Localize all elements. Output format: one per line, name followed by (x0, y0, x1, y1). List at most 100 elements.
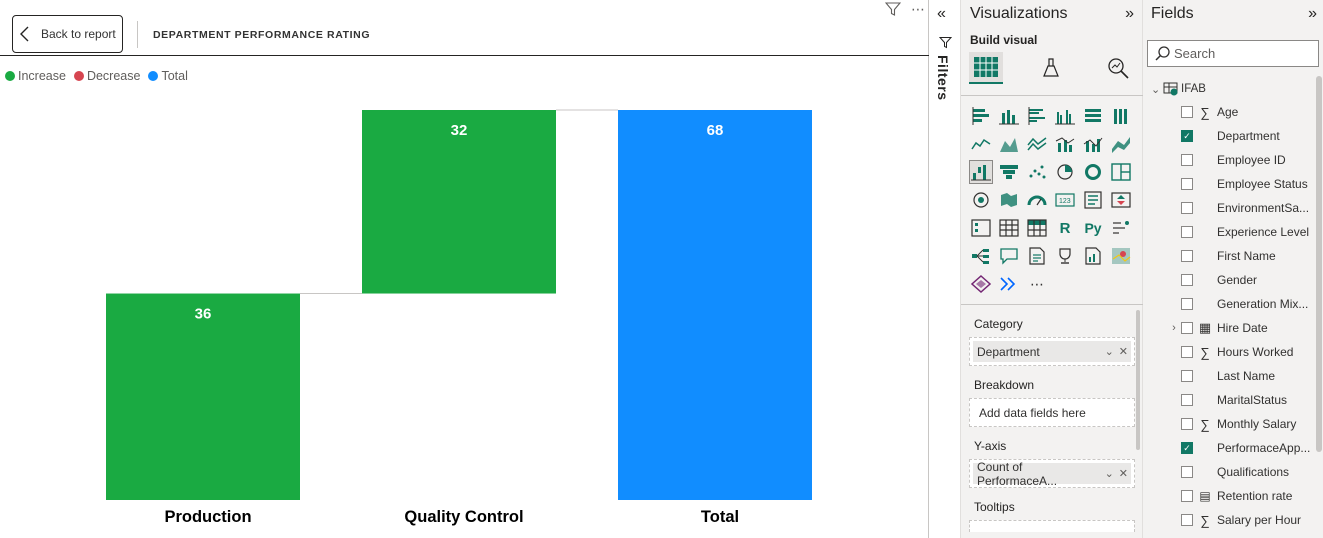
field-item[interactable]: ▤ Retention rate (1143, 484, 1313, 508)
donut-chart-icon[interactable] (1081, 160, 1105, 184)
card-icon[interactable]: 123 (1053, 188, 1077, 212)
format-visual-tab[interactable] (1035, 52, 1069, 84)
kpi-icon[interactable] (1109, 188, 1133, 212)
fields-search-input[interactable]: Search (1147, 40, 1319, 67)
category-well[interactable]: Department ⌄ ✕ (969, 337, 1135, 366)
100-stacked-column-chart-icon[interactable] (1109, 104, 1133, 128)
power-apps-icon[interactable] (969, 272, 993, 296)
scatter-chart-icon[interactable] (1025, 160, 1049, 184)
clustered-column-chart-icon[interactable] (1053, 104, 1077, 128)
field-item[interactable]: ✓ Department (1143, 124, 1313, 148)
field-checkbox[interactable] (1181, 514, 1193, 526)
field-item[interactable]: ∑ Salary per Hour (1143, 508, 1313, 532)
stacked-column-chart-icon[interactable] (997, 104, 1021, 128)
slicer-icon[interactable] (969, 216, 993, 240)
chevron-down-icon[interactable]: ⌄ (1104, 346, 1114, 358)
field-checkbox[interactable] (1181, 226, 1193, 238)
field-checkbox[interactable] (1181, 466, 1193, 478)
table-ifab[interactable]: ⌄ IFAB (1143, 78, 1313, 100)
breakdown-well[interactable]: Add data fields here (969, 398, 1135, 427)
tooltips-well[interactable] (969, 520, 1135, 532)
chevron-down-icon[interactable]: ⌄ (1151, 83, 1161, 96)
legend-item-total[interactable]: Total (148, 69, 188, 83)
field-checkbox[interactable]: ✓ (1181, 130, 1193, 142)
decomposition-tree-icon[interactable] (969, 244, 993, 268)
chevron-down-icon[interactable]: ⌄ (1104, 468, 1114, 480)
field-checkbox[interactable] (1181, 154, 1193, 166)
azure-map-icon[interactable] (1109, 244, 1133, 268)
field-checkbox[interactable] (1181, 370, 1193, 382)
line-chart-icon[interactable] (969, 132, 993, 156)
area-chart-icon[interactable] (997, 132, 1021, 156)
funnel-chart-icon[interactable] (997, 160, 1021, 184)
field-checkbox[interactable] (1181, 322, 1193, 334)
field-item[interactable]: Employee ID (1143, 148, 1313, 172)
legend-item-increase[interactable]: Increase (5, 69, 66, 83)
close-icon[interactable]: ✕ (1118, 346, 1128, 358)
funnel-icon[interactable] (885, 1, 901, 17)
field-checkbox[interactable] (1181, 250, 1193, 262)
back-to-report-button[interactable]: Back to report (12, 15, 123, 53)
treemap-icon[interactable] (1109, 160, 1133, 184)
table-icon[interactable] (997, 216, 1021, 240)
pie-chart-icon[interactable] (1053, 160, 1077, 184)
gauge-icon[interactable] (1025, 188, 1049, 212)
ellipsis-icon[interactable]: ⋯ (911, 0, 925, 17)
ellipsis-icon[interactable]: ⋯ (1030, 275, 1044, 292)
field-checkbox[interactable]: ✓ (1181, 442, 1193, 454)
field-checkbox[interactable] (1181, 418, 1193, 430)
r-visual-icon[interactable]: R (1059, 219, 1071, 237)
100-stacked-bar-chart-icon[interactable] (1081, 104, 1105, 128)
field-checkbox[interactable] (1181, 178, 1193, 190)
field-item[interactable]: MaritalStatus (1143, 388, 1313, 412)
field-item[interactable]: Generation Mix... (1143, 292, 1313, 316)
field-checkbox[interactable] (1181, 346, 1193, 358)
clustered-bar-chart-icon[interactable] (1025, 104, 1049, 128)
matrix-icon[interactable] (1025, 216, 1049, 240)
field-checkbox[interactable] (1181, 394, 1193, 406)
line-stacked-column-icon[interactable] (1081, 132, 1105, 156)
field-item[interactable]: › ▦ Hire Date (1143, 316, 1313, 340)
field-item[interactable]: Gender (1143, 268, 1313, 292)
chevron-right-icon[interactable]: › (1172, 322, 1176, 334)
field-item[interactable]: Qualifications (1143, 460, 1313, 484)
qa-visual-icon[interactable] (997, 244, 1021, 268)
python-visual-icon[interactable]: Py (1084, 220, 1102, 236)
bar-quality-control[interactable] (362, 110, 556, 294)
filters-pane-collapsed[interactable]: « Filters (929, 0, 961, 538)
field-item[interactable]: Experience Level (1143, 220, 1313, 244)
smart-narrative-icon[interactable] (1025, 244, 1049, 268)
field-item[interactable]: ✓ PerformaceApp... (1143, 436, 1313, 460)
y-axis-well[interactable]: Count of PerformaceA... ⌄ ✕ (969, 459, 1135, 488)
power-automate-icon[interactable] (997, 272, 1021, 296)
category-field-pill[interactable]: Department ⌄ ✕ (973, 341, 1131, 362)
field-item[interactable]: ∑ Monthly Salary (1143, 412, 1313, 436)
legend-item-decrease[interactable]: Decrease (73, 69, 140, 83)
ribbon-chart-icon[interactable] (1109, 132, 1133, 156)
field-item[interactable]: First Name (1143, 244, 1313, 268)
field-checkbox[interactable] (1181, 106, 1193, 118)
field-checkbox[interactable] (1181, 202, 1193, 214)
double-chevron-right-icon[interactable]: » (1308, 5, 1317, 22)
y-axis-field-pill[interactable]: Count of PerformaceA... ⌄ ✕ (973, 460, 1131, 488)
viz-scrollbar[interactable] (1136, 310, 1140, 450)
field-checkbox[interactable] (1181, 298, 1193, 310)
trophy-icon[interactable] (1053, 244, 1077, 268)
field-item[interactable]: ∑ Age (1143, 100, 1313, 124)
close-icon[interactable]: ✕ (1118, 468, 1128, 480)
filled-map-icon[interactable] (997, 188, 1021, 212)
build-visual-tab[interactable] (969, 52, 1003, 84)
field-item[interactable]: Employee Status (1143, 172, 1313, 196)
paginated-report-icon[interactable] (1081, 244, 1105, 268)
field-item[interactable]: ∑ Hours Worked (1143, 340, 1313, 364)
bar-total[interactable] (618, 110, 812, 500)
bar-production[interactable] (106, 293, 300, 500)
line-clustered-column-icon[interactable] (1053, 132, 1077, 156)
field-item[interactable]: EnvironmentSa... (1143, 196, 1313, 220)
analytics-tab[interactable] (1101, 52, 1135, 84)
double-chevron-right-icon[interactable]: » (1125, 5, 1134, 22)
filters-label[interactable]: Filters (935, 55, 951, 101)
fields-scrollbar[interactable] (1316, 76, 1322, 452)
map-icon[interactable] (969, 188, 993, 212)
field-item[interactable]: Last Name (1143, 364, 1313, 388)
